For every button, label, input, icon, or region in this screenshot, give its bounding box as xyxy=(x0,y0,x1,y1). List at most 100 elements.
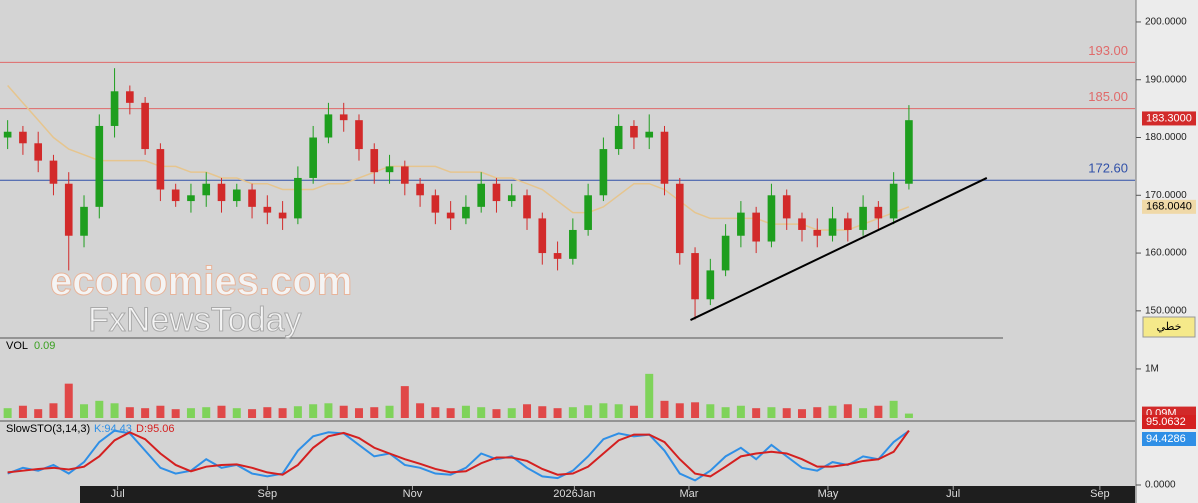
candle-body xyxy=(187,195,195,202)
candle-body xyxy=(202,183,211,196)
volume-bar xyxy=(874,405,883,418)
volume-bar xyxy=(538,406,547,418)
volume-bar xyxy=(64,383,73,418)
time-axis-strip xyxy=(80,486,1135,503)
candle-body xyxy=(523,195,531,219)
style-button[interactable] xyxy=(1142,316,1196,338)
candle-body xyxy=(64,183,73,236)
candle-body xyxy=(446,212,455,219)
volume-bar xyxy=(354,408,363,418)
volume-bar xyxy=(645,373,654,418)
volume-bar xyxy=(660,400,669,418)
candle-body xyxy=(721,235,730,271)
volume-bar xyxy=(889,400,898,418)
indicator-line xyxy=(7,429,910,478)
volume-bar xyxy=(141,408,150,418)
volume-bar xyxy=(904,413,913,418)
candle-body xyxy=(19,131,27,144)
value-tag xyxy=(1142,415,1196,429)
volume-bar xyxy=(339,405,348,418)
volume-bar xyxy=(156,405,165,418)
candle-body xyxy=(3,131,12,138)
candle-body xyxy=(232,189,241,202)
volume-bar xyxy=(248,409,257,418)
volume-bar xyxy=(691,402,700,418)
candle-body xyxy=(828,218,837,236)
candle-body xyxy=(706,270,715,300)
volume-bar xyxy=(324,403,333,418)
candle-body xyxy=(569,229,577,259)
candle-body xyxy=(416,183,424,196)
watermark: economies.com xyxy=(50,260,352,304)
volume-bar xyxy=(584,405,593,418)
candle-body xyxy=(645,131,654,138)
x-tick-label: May xyxy=(818,488,839,500)
x-tick-label: Jul xyxy=(946,488,960,500)
x-tick-label: Jul xyxy=(111,488,125,500)
volume-bar xyxy=(767,407,776,418)
candle-body xyxy=(584,195,592,230)
volume-bar xyxy=(446,408,455,418)
candle-body xyxy=(385,166,394,173)
legend-title: VOL xyxy=(6,340,28,352)
level-label: 185.00 xyxy=(1088,89,1128,104)
volume-bar xyxy=(400,386,409,418)
volume-bar xyxy=(171,409,180,418)
volume-bar xyxy=(614,404,623,418)
volume-bar xyxy=(385,405,394,418)
candle-body xyxy=(859,206,867,230)
value-tag xyxy=(1142,432,1196,446)
candle-body xyxy=(905,120,913,184)
volume-bar xyxy=(293,406,302,418)
volume-bar xyxy=(782,408,791,418)
volume-bar xyxy=(492,409,501,418)
candle-body xyxy=(660,131,669,184)
plot-background xyxy=(0,0,1135,503)
value-tag xyxy=(1142,111,1196,126)
volume-bar xyxy=(797,409,806,418)
candle-body xyxy=(782,195,791,219)
candle-body xyxy=(843,218,852,230)
indicator-title: SlowSTO(3,14,3) xyxy=(6,423,90,435)
volume-bar xyxy=(706,404,715,418)
candle-body xyxy=(400,166,409,184)
value-tag-label: 168.0040 xyxy=(1146,201,1192,213)
legend-value: 0.09 xyxy=(34,340,55,352)
volume-bar xyxy=(217,405,226,418)
volume-bar xyxy=(431,407,440,418)
candle-body xyxy=(248,189,256,207)
candle-body xyxy=(294,177,302,219)
candle-body xyxy=(599,149,608,196)
volume-bar xyxy=(49,403,58,418)
volume-bar xyxy=(507,408,516,418)
x-tick-label: Mar xyxy=(679,488,698,500)
y-tick-label: 180.0000 xyxy=(1145,132,1187,143)
y-tick-label: 160.0000 xyxy=(1145,248,1187,259)
volume-bar xyxy=(629,405,638,418)
volume-bar xyxy=(675,403,684,418)
candle-body xyxy=(34,143,43,161)
volume-bar xyxy=(752,408,761,418)
y-tick-label: 1M xyxy=(1145,364,1159,375)
value-tag-label: 95.0632 xyxy=(1146,416,1186,428)
y-tick-label: 190.0000 xyxy=(1145,74,1187,85)
candle-body xyxy=(798,218,806,230)
x-tick-label: Nov xyxy=(403,488,423,500)
candle-body xyxy=(462,206,470,219)
candle-body xyxy=(80,206,88,236)
style-button-label[interactable]: خطي xyxy=(1157,321,1182,333)
candle-body xyxy=(49,160,58,184)
volume-bar xyxy=(278,408,287,418)
value-tag xyxy=(1142,199,1196,214)
x-tick-label: Sep xyxy=(1090,488,1110,500)
candle-body xyxy=(813,229,822,236)
candle-body xyxy=(156,149,165,190)
volume-bar xyxy=(370,407,379,418)
candle-body xyxy=(767,195,776,242)
level-label: 193.00 xyxy=(1088,43,1128,58)
candle-body xyxy=(278,212,287,219)
x-tick-label: 2026Jan xyxy=(553,488,595,500)
y-tick-label: 0.0000 xyxy=(1145,480,1176,491)
volume-bar xyxy=(95,400,104,418)
candle-body xyxy=(507,195,516,202)
